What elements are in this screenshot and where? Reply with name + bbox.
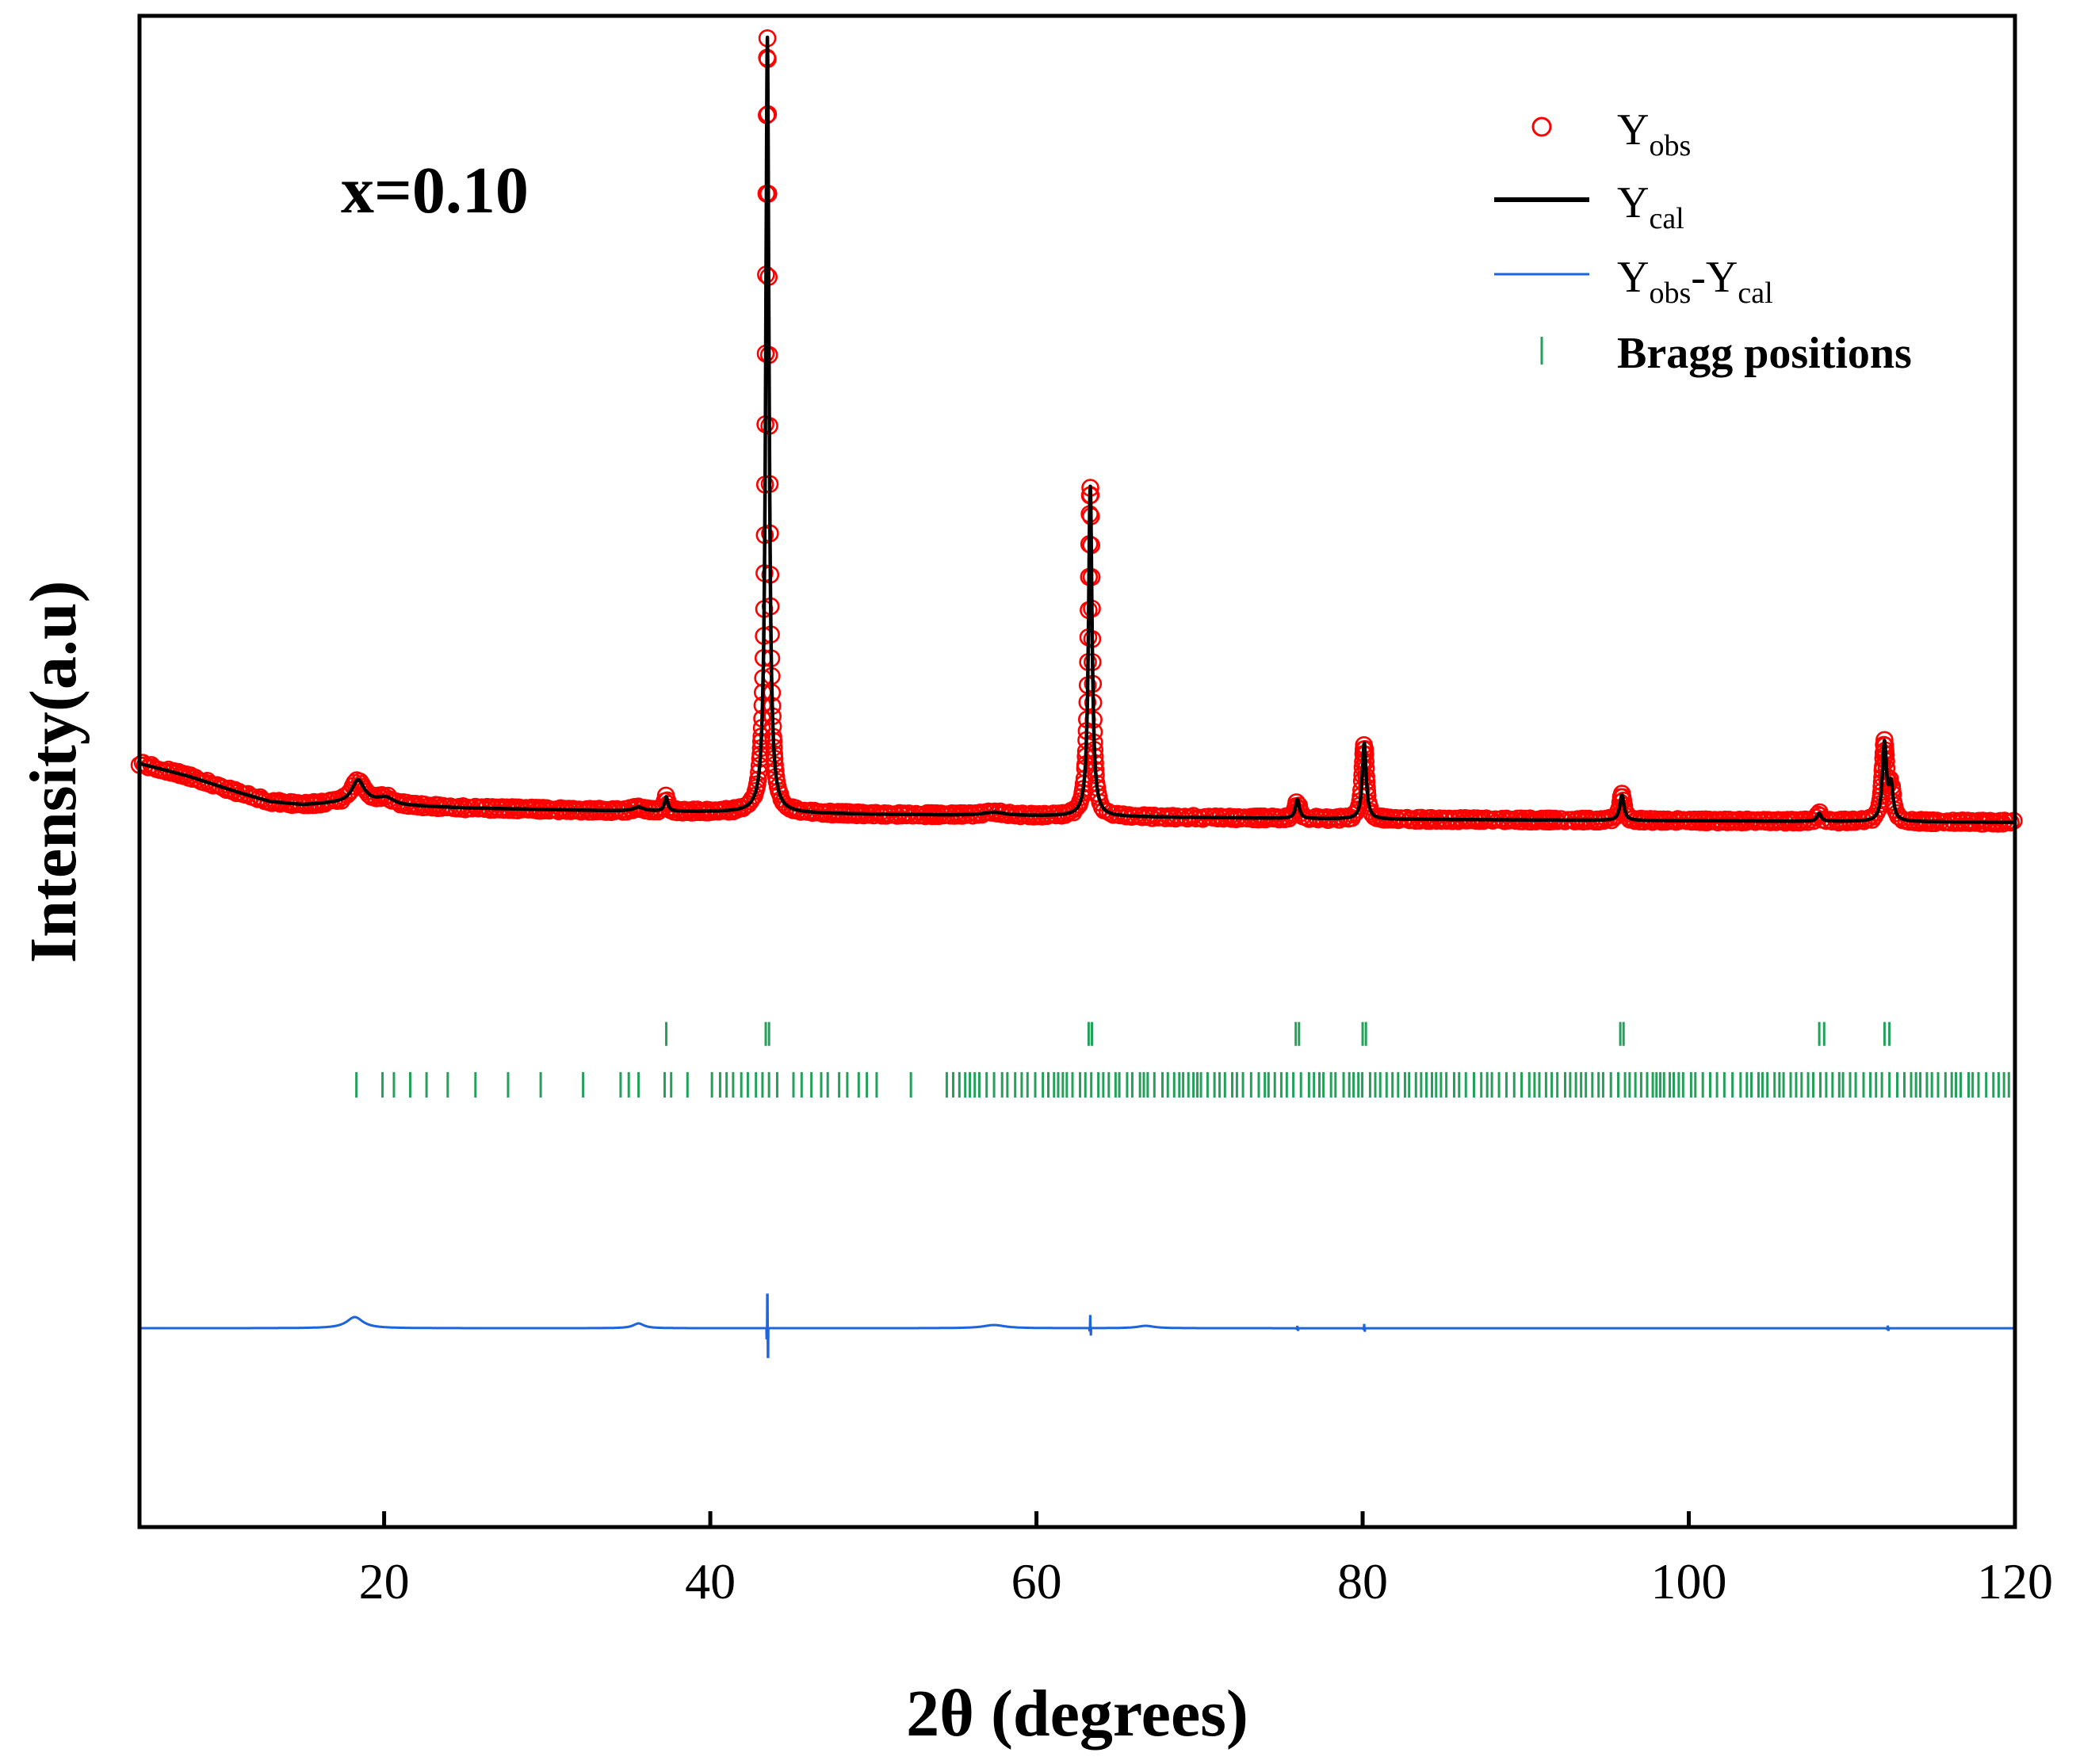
- x-tick-label: 120: [1977, 1553, 2053, 1609]
- x-tick-label: 60: [1011, 1553, 1062, 1609]
- legend-obs-sub: obs: [1649, 129, 1691, 162]
- legend-diff-sub: obs: [1649, 277, 1691, 310]
- legend-diff-label: Yobs-Ycal: [1617, 253, 1773, 310]
- legend-obs-marker: [1531, 116, 1552, 137]
- legend-diff-base2: -Y: [1691, 253, 1738, 302]
- legend-obs-label: Yobs: [1617, 105, 1691, 162]
- legend-diff-base: Y: [1617, 253, 1649, 302]
- x-tick-label: 80: [1337, 1553, 1388, 1609]
- difference-line: [140, 1293, 2015, 1358]
- legend-bragg-label: Bragg positions: [1617, 329, 1912, 378]
- x-tick-label: 40: [685, 1553, 736, 1609]
- legend-cal-sub: cal: [1649, 202, 1684, 235]
- y-axis-title: Intensity(a.u): [17, 580, 90, 963]
- x-tick-label: 100: [1651, 1553, 1727, 1609]
- calculated-line: [138, 35, 2017, 824]
- legend-cal-base: Y: [1617, 178, 1649, 227]
- plot-frame: [137, 13, 2017, 1529]
- legend: Yobs Ycal Yobs-Ycal Bragg positions: [1494, 105, 1912, 378]
- x-axis-title: 2θ (degrees): [906, 1677, 1248, 1751]
- x-axis: 20 40 60 80 100 120: [359, 1511, 2053, 1609]
- legend-obs-base: Y: [1617, 105, 1649, 155]
- bragg-row-2: [355, 1071, 2017, 1098]
- legend-diff-sub2: cal: [1738, 277, 1772, 310]
- legend-cal-label: Ycal: [1617, 178, 1684, 235]
- composition-annotation: x=0.10: [341, 154, 529, 227]
- bragg-row-1: [665, 1021, 1891, 1046]
- x-tick-label: 20: [359, 1553, 410, 1609]
- plot-area: [130, 29, 2023, 1358]
- observed-series: [130, 29, 2023, 833]
